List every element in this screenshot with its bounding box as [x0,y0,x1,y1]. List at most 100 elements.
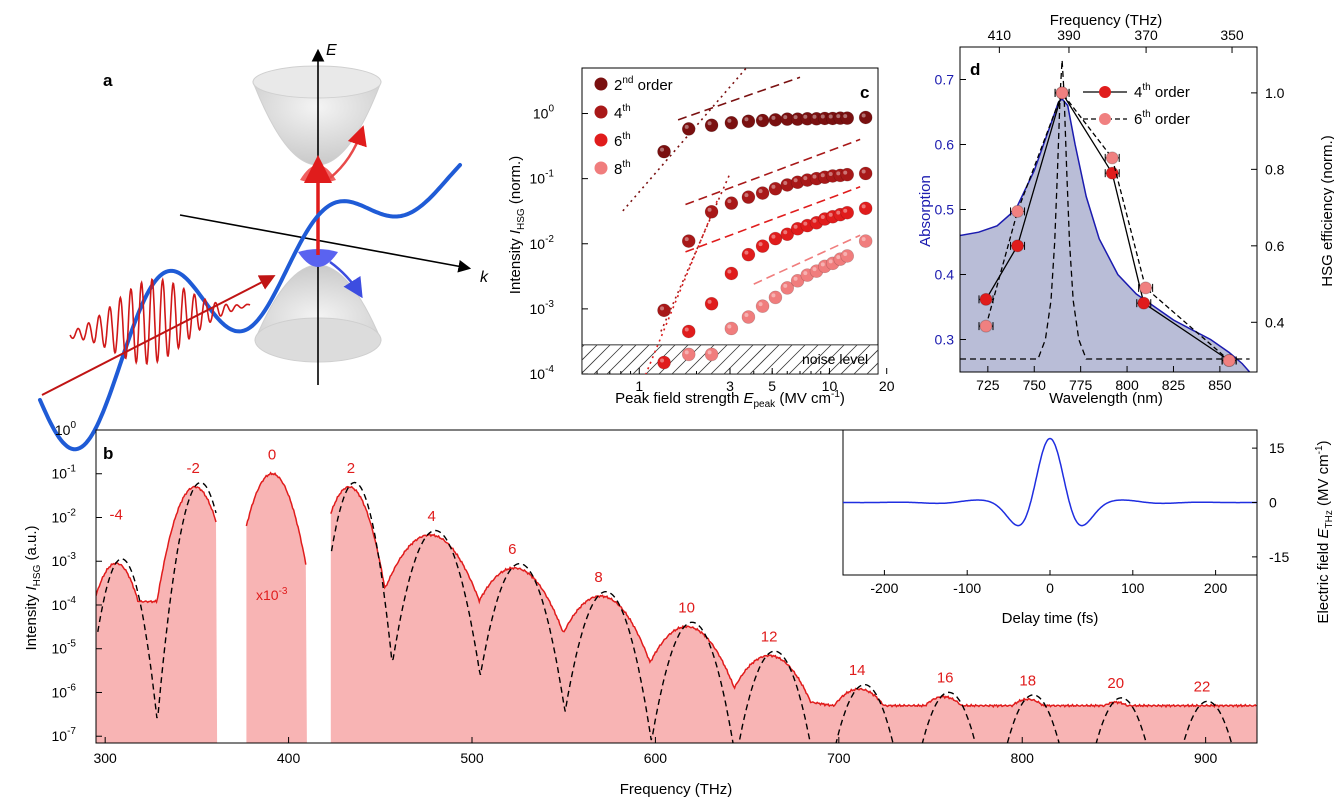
panel-b-frame [95,429,1258,744]
data-point-highlight [820,262,825,267]
data-point-highlight [828,259,833,264]
data-point-highlight [660,358,665,363]
x-tick-label: 3 [726,378,734,394]
y-left-tick-label: 0.5 [935,202,955,218]
noise-hatch-line [919,345,948,374]
data-point-highlight [707,350,712,355]
y-left-tick-label: 0.3 [935,332,955,348]
data-point-series-0 [840,111,855,125]
x-tick-label: 800 [1011,750,1035,766]
data-point-highlight [793,224,798,229]
efficiency-point-0 [979,292,993,306]
data-point-highlight [836,255,841,260]
data-point-series-2 [858,201,873,216]
data-point-highlight [783,230,788,235]
x-tick-label: 300 [93,750,117,766]
data-point-highlight [843,114,848,119]
data-point-highlight [793,178,798,183]
legend-number: 6 [1134,111,1142,128]
y-right-tick-label: 0.4 [1265,314,1285,330]
y-tick-exponent: -5 [67,639,76,650]
data-point-series-2 [768,231,783,246]
efficiency-point-1 [1139,281,1153,295]
order-label-10: 10 [678,600,695,617]
legend-word: order [1151,84,1190,101]
data-point-highlight [771,293,776,298]
y-tick-exponent: -6 [67,682,76,693]
efficiency-line-0 [985,91,1230,362]
panel-letter-c: c [860,83,869,102]
x-tick-label: 10 [822,378,838,394]
absorption-fill [960,99,1250,372]
legend-ordinal: th [1142,82,1150,93]
efficiency-point-1 [1011,204,1025,218]
data-point-highlight [783,115,788,120]
data-point-highlight [758,116,763,121]
legend-marker-1 [1099,113,1111,125]
legend-marker-0 [1099,86,1111,98]
order-label-20: 20 [1107,675,1124,692]
panel-b: 300 400 500 600 700 800 90010-710-610-510-410-… [23,420,1334,798]
y-tick-exponent: 0 [548,104,554,115]
y-tick-exponent: -4 [545,364,554,375]
x-tick-label: 500 [460,750,484,766]
noise-hatch-line [749,344,780,374]
y-tick-label: 100 [533,104,555,122]
panel-d-ylabel-right: HSG efficiency (norm.) [1319,135,1334,286]
y-tick-exponent: 0 [70,420,76,431]
legend-number: 4 [1134,84,1142,101]
data-point-series-3 [681,347,696,362]
data-point-highlight [812,218,817,223]
noise-hatch-line [880,345,909,374]
y-tick-exponent: -3 [67,551,76,562]
y-tick-exponent: -2 [545,234,554,245]
y-tick-label: 100 [55,420,77,438]
data-point-highlight [793,115,798,120]
data-point-series-2 [704,296,719,311]
x-tick-label: 400 [277,750,301,766]
noise-hatch-line [606,344,637,374]
efficiency-point-1 [1055,86,1069,100]
data-point-highlight [820,214,825,219]
nir-propagation-arrow [41,275,276,396]
legend-ordinal: th [622,131,630,142]
data-point-highlight [684,350,689,355]
data-point-highlight [812,267,817,272]
order-label-0: 0 [268,447,276,464]
data-point-series-3 [724,321,739,336]
noise-hatch-line [736,344,767,374]
order-label-6: 6 [508,541,516,558]
inset-y-tick-label: 0 [1269,495,1277,511]
data-point-highlight [727,269,732,274]
legend-marker-1 [594,105,608,119]
panel-a-schematic: k E a [38,42,489,452]
data-point-series-1 [704,204,719,219]
efficiency-point-0 [1011,239,1025,253]
inset-x-tick-label: 0 [1046,580,1054,596]
data-point-highlight [843,251,848,256]
x-tick-label: 775 [1069,377,1093,393]
legend-label-3: 8th [614,159,631,178]
fit-dashed-line-1 [685,138,861,206]
noise-hatch-line [853,349,878,374]
data-point-series-0 [768,113,783,127]
data-point-series-0 [704,118,719,133]
fit-dashed-line-0 [677,76,801,121]
order-label-14: 14 [849,662,866,679]
data-point-series-2 [755,239,770,253]
inset-xlabel: Delay time (fs) [1002,610,1099,627]
data-point-series-3 [704,347,719,362]
data-point-highlight [820,114,825,119]
x-tick-label: 700 [827,750,851,766]
data-point-series-1 [858,166,873,181]
data-point-highlight [828,212,833,217]
x-tick-label: 725 [976,377,1000,393]
data-point-highlight [771,115,776,120]
data-point-series-3 [741,310,756,324]
legend-marker-0 [594,77,608,91]
x-tick-label: 600 [644,750,668,766]
data-point-highlight [843,208,848,213]
y-tick-label: 10-4 [530,364,555,382]
nir-pulse [69,277,251,366]
